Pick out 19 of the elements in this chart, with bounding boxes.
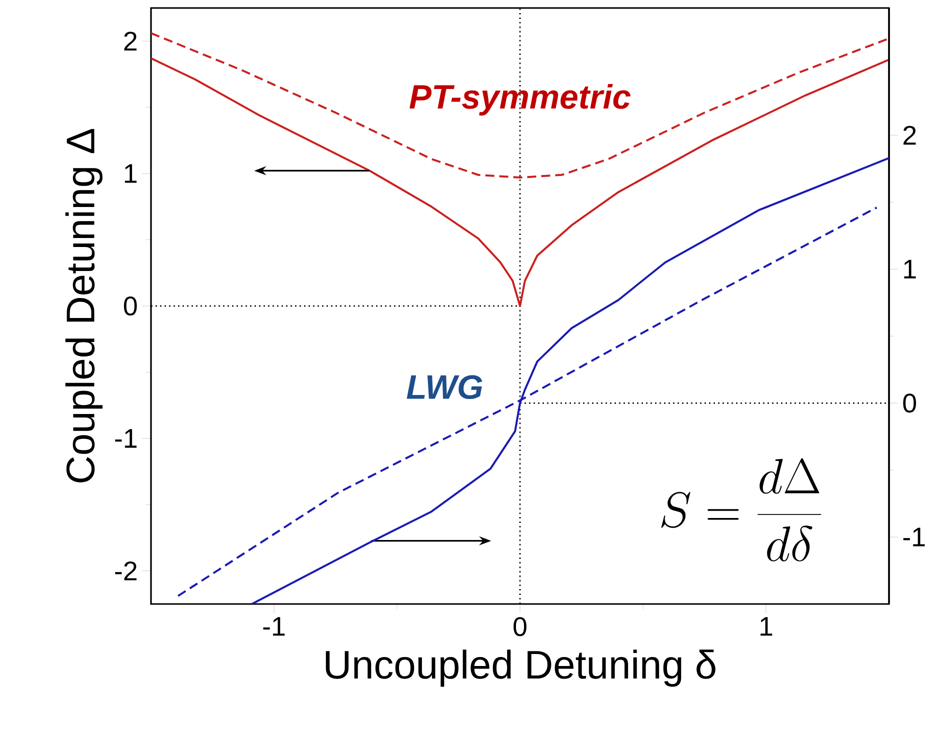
x-tick-label: 1 bbox=[760, 617, 772, 636]
line-series bbox=[151, 57, 890, 307]
y-tick-label: -2 bbox=[115, 562, 137, 580]
y2-tick-label: 1 bbox=[904, 260, 916, 278]
y2-tick-label: -1 bbox=[903, 528, 925, 546]
y2-tick-label: 2 bbox=[903, 126, 916, 145]
y-tick-label: -1 bbox=[115, 429, 137, 448]
y-tick-label: 0 bbox=[124, 296, 137, 316]
line-series bbox=[151, 32, 890, 179]
x-tick-label: 0 bbox=[514, 617, 526, 636]
y-tick-label: 1 bbox=[124, 164, 137, 183]
y2-tick-label: 0 bbox=[903, 394, 916, 413]
annotation: LWG bbox=[406, 375, 482, 400]
y-tick-label: 2 bbox=[124, 32, 137, 50]
x-axis-title: Uncoupled Detuning δ bbox=[326, 650, 716, 687]
x-tick-label: -1 bbox=[263, 617, 285, 636]
annotation: PT-symmetric bbox=[410, 84, 631, 116]
annotation: $S = \frac{d\Delta}{d\delta}$ bbox=[661, 458, 822, 562]
y-axis-title: Coupled Detuning Δ bbox=[65, 128, 103, 482]
